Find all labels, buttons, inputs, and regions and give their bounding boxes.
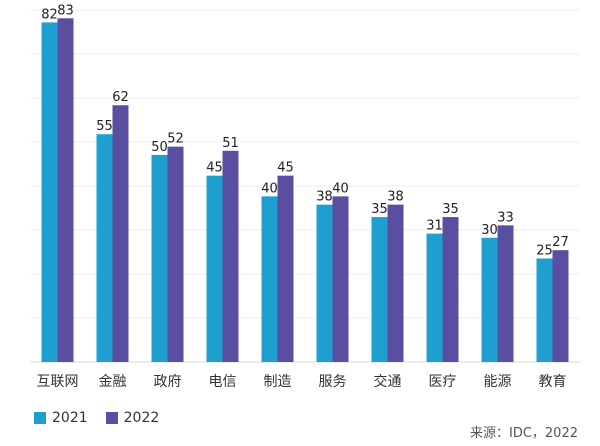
legend: 2021 2022 [34, 410, 159, 426]
value-label-2022-3: 51 [222, 136, 239, 151]
category-label-8: 能源 [484, 374, 512, 390]
category-label-0: 互联网 [37, 374, 79, 390]
value-label-2022-6: 38 [387, 190, 404, 205]
bar-2022-6 [387, 204, 404, 362]
category-label-3: 电信 [209, 374, 237, 390]
bar-2021-4 [261, 196, 278, 362]
value-label-2022-4: 45 [277, 161, 294, 176]
bar-2021-0 [41, 22, 58, 363]
bar-2021-2 [151, 154, 168, 362]
category-label-7: 医疗 [429, 374, 457, 390]
bar-2022-0 [57, 18, 74, 363]
bar-2022-5 [332, 196, 349, 362]
category-label-2: 政府 [154, 374, 182, 390]
bar-2022-2 [167, 146, 184, 362]
value-label-2021-4: 40 [261, 181, 278, 196]
bar-2022-9 [552, 250, 569, 362]
bars [41, 18, 569, 363]
bar-2021-7 [426, 233, 443, 362]
legend-item-2022: 2022 [105, 410, 160, 426]
category-label-1: 金融 [99, 374, 127, 390]
bar-2022-8 [497, 225, 514, 362]
category-label-9: 教育 [539, 374, 567, 390]
value-label-2021-9: 25 [536, 243, 553, 258]
legend-swatch-2021 [34, 412, 46, 424]
category-label-5: 服务 [319, 374, 347, 390]
legend-label-2021: 2021 [52, 410, 88, 426]
value-label-2021-1: 55 [96, 119, 113, 134]
value-label-2021-6: 35 [371, 202, 388, 217]
category-labels: 互联网 金融 政府 电信 制造 服务 交通 医疗 能源 教育 [37, 373, 567, 390]
value-label-2021-8: 30 [481, 223, 498, 238]
bar-2021-9 [536, 258, 553, 362]
bar-2022-3 [222, 150, 239, 362]
value-label-2021-5: 38 [316, 190, 333, 205]
category-label-4: 制造 [264, 374, 292, 390]
value-label-2022-9: 27 [552, 235, 569, 250]
bar-2021-5 [316, 204, 333, 362]
bar-2022-1 [112, 105, 129, 362]
source-note: 来源：IDC，2022 [469, 426, 578, 441]
value-label-2021-3: 45 [206, 161, 223, 176]
bar-2021-3 [206, 175, 223, 362]
value-label-2021-2: 50 [151, 140, 168, 155]
bar-2021-1 [96, 134, 113, 362]
legend-swatch-2022 [105, 412, 118, 424]
bar-2022-4 [277, 175, 294, 362]
value-label-2022-7: 35 [442, 202, 459, 217]
legend-label-2022: 2022 [123, 410, 160, 426]
category-label-6: 交通 [374, 373, 402, 390]
bar-chart: 82 83556250524551404538403538313530332527… [30, 3, 580, 390]
value-label-2022-0: 83 [57, 3, 74, 18]
legend-item-2021: 2021 [34, 410, 88, 426]
bar-2022-7 [442, 217, 459, 362]
bar-2021-6 [371, 217, 388, 362]
value-label-2022-2: 52 [167, 132, 184, 147]
value-label-2022-5: 40 [332, 181, 349, 196]
value-label-2021-0: 82 [41, 7, 58, 22]
value-label-2022-8: 33 [497, 210, 514, 225]
value-label-2022-1: 62 [112, 90, 129, 105]
value-label-2021-7: 31 [426, 219, 443, 234]
bar-2021-8 [481, 237, 498, 362]
